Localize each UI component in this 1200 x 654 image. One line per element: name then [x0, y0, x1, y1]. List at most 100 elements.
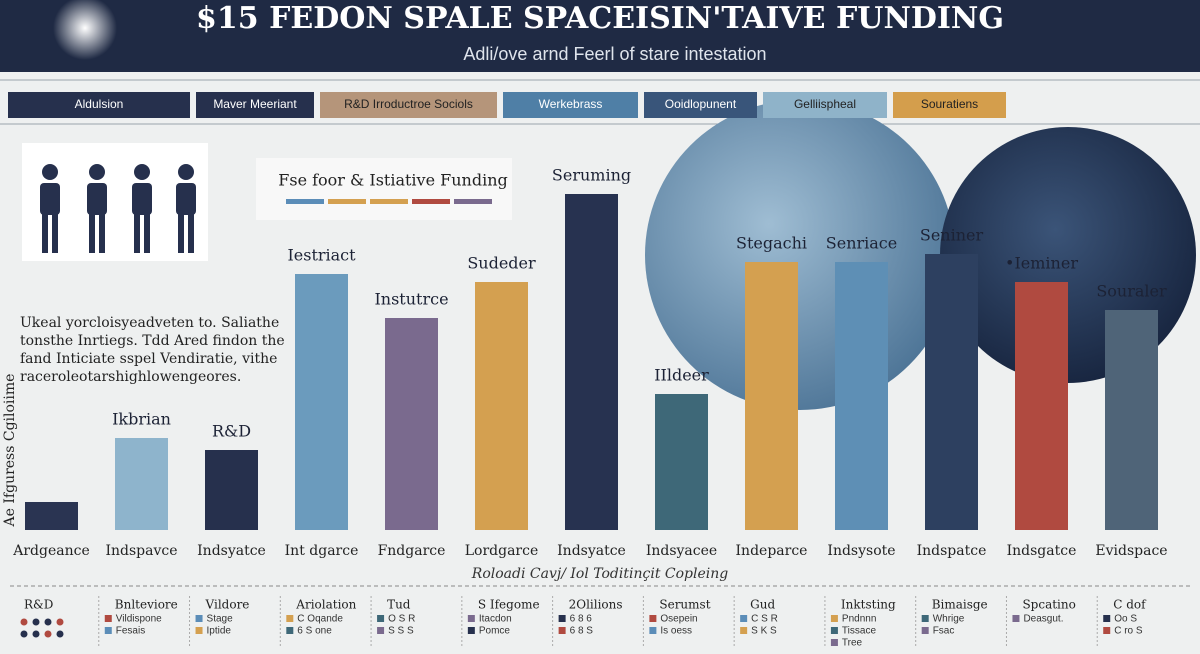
x-tick-label: Indspatce [917, 543, 987, 559]
note-text: tonsthe Inrtiegs. Tdd Ared findon the [20, 333, 285, 349]
legend-swatch [558, 615, 566, 622]
legend-title: Bimaisge [932, 598, 988, 612]
legend-title: Bnlteviore [115, 598, 178, 612]
x-tick-label: Indspavce [105, 543, 177, 559]
inset-swatch [412, 199, 450, 204]
tab [503, 92, 638, 118]
subtitle: Adli/ove arnd Feerl of stare intestation [463, 44, 766, 64]
legend-dot [20, 630, 28, 638]
bar [655, 394, 708, 530]
legend-item: 6 8 6 [570, 614, 593, 625]
legend-item: 6 S one [297, 626, 332, 637]
bar [835, 262, 888, 530]
tab-label: Souratiens [921, 97, 978, 111]
tab-label: Werkebrass [539, 97, 603, 111]
x-tick-label: Ardgeance [12, 543, 90, 559]
bar-label: Stegachi [736, 234, 807, 253]
legend-title: Ariolation [295, 598, 356, 612]
title: $15 FEDON SPALE SPACEISIN'TAIVE FUNDING [196, 1, 1004, 36]
legend-title: Vildore [205, 598, 250, 612]
tab-label: R&D Irroductroe Sociols [344, 97, 473, 111]
tab-label: Maver Meeriant [213, 97, 297, 111]
x-tick-label: Int dgarce [285, 543, 359, 559]
bar [385, 318, 438, 530]
legend-item: Deasgut. [1023, 614, 1063, 625]
bar-label: Iestriact [287, 246, 356, 265]
legend-swatch [921, 627, 929, 634]
legend-dot [44, 618, 52, 626]
legend-title: Tud [387, 598, 411, 612]
legend-swatch [1103, 627, 1111, 634]
header-band [0, 0, 1200, 72]
legend-item: Iptide [207, 626, 232, 637]
legend-swatch [921, 615, 929, 622]
globe [645, 100, 955, 410]
legend-swatch [286, 615, 294, 622]
legend-item: S S S [388, 626, 414, 637]
inset-swatch [328, 199, 366, 204]
tab [893, 92, 1006, 118]
bar [925, 254, 978, 530]
legend-swatch [649, 627, 657, 634]
legend-title: 2Olilions [569, 598, 623, 612]
legend-item: 6 8 S [570, 626, 594, 637]
x-tick-label: Indeparce [736, 543, 808, 559]
bar [205, 450, 258, 530]
legend-title: S Ifegome [478, 598, 540, 612]
bar-label: Souraler [1096, 282, 1167, 301]
legend-swatch [195, 627, 203, 634]
x-tick-label: Lordgarce [465, 543, 539, 559]
note-text: fand Inticiate sspel Vendiratie, vithe [20, 351, 277, 367]
legend-swatch [104, 615, 112, 622]
legend-swatch [195, 615, 203, 622]
legend-swatch [740, 615, 748, 622]
legend-dot [32, 630, 40, 638]
x-tick-label: Indsgatce [1007, 543, 1077, 559]
legend-title: C dof [1113, 598, 1147, 612]
bar [25, 502, 78, 530]
bar [1105, 310, 1158, 530]
legend-swatch [830, 639, 838, 646]
legend-item: Is oess [660, 626, 692, 637]
tab [196, 92, 314, 118]
x-tick-label: Indsyatce [197, 543, 266, 559]
x-tick-label: Indsyatce [557, 543, 626, 559]
legend-item: Pomce [479, 626, 511, 637]
legend-item: Vildispone [116, 614, 162, 625]
legend-swatch [1103, 615, 1111, 622]
legend-title: Inktsting [841, 598, 896, 612]
bar-label: Seniner [920, 226, 984, 245]
legend-swatch [649, 615, 657, 622]
bar [475, 282, 528, 530]
tab [8, 92, 190, 118]
legend-item: Oo S [1114, 614, 1137, 625]
tab-label: Ooidlopunent [665, 97, 737, 111]
legend-item: Tissace [842, 626, 877, 637]
legend-swatch [1012, 615, 1020, 622]
legend-swatch [558, 627, 566, 634]
x-axis-label: Roloadi Cavj/ Iol Toditinçit Copleing [471, 566, 728, 582]
legend-item: Stage [207, 614, 234, 625]
tab [320, 92, 497, 118]
bar-label: •Ieminer [1005, 254, 1078, 273]
legend-swatch [740, 627, 748, 634]
star [53, 0, 117, 60]
legend-title: Serumst [659, 598, 710, 612]
legend-dot [56, 630, 64, 638]
legend-item: Osepein [660, 614, 697, 625]
legend-dot [56, 618, 64, 626]
tab-label: Gelliispheal [794, 97, 856, 111]
inset-box [256, 158, 512, 220]
legend-item: C Oqande [297, 614, 343, 625]
legend-item: S K S [751, 626, 777, 637]
x-tick-label: Indsyacee [646, 543, 717, 559]
inset-swatch [286, 199, 324, 204]
legend-item: O S R [388, 614, 415, 625]
note-text: raceroleotarshighlowengeores. [20, 369, 241, 385]
legend-item: Fsac [933, 626, 955, 637]
legend-item: Itacdon [479, 614, 512, 625]
bar-label: Sudeder [467, 254, 536, 273]
people-icon [40, 164, 196, 253]
legend-title: R&D [24, 598, 53, 612]
bar [565, 194, 618, 530]
